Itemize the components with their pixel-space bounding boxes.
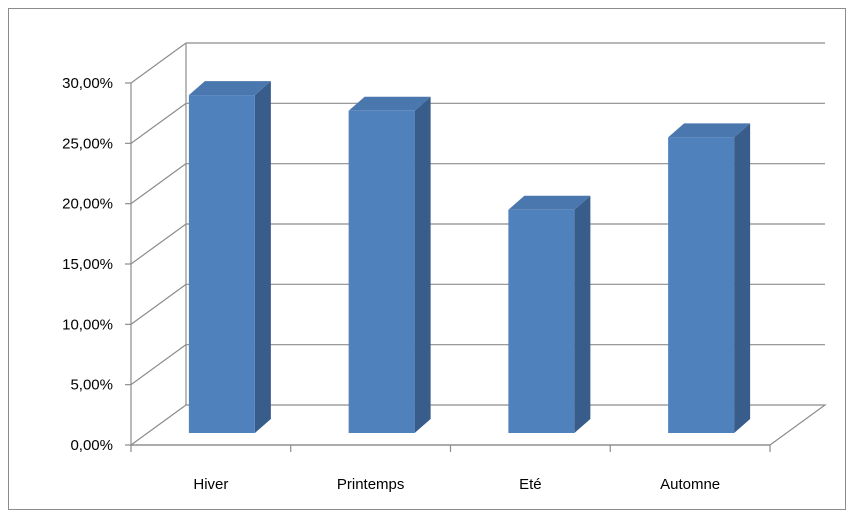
axes xyxy=(125,43,771,452)
y-axis-tick-labels: 0,00% 5,00% 10,00% 15,00% 20,00% 25,00% 30,00% xyxy=(62,75,113,454)
bar-top xyxy=(188,81,271,96)
bar-printemps xyxy=(348,96,431,433)
bar-hiver xyxy=(188,81,271,433)
y-tick-label: 5,00% xyxy=(70,377,113,394)
bar-side xyxy=(254,81,271,433)
bar-eté xyxy=(508,195,591,433)
bar-side xyxy=(734,123,751,433)
bar-automne xyxy=(668,123,751,434)
bar-front xyxy=(508,209,575,433)
gridline-diagonal xyxy=(130,163,187,205)
y-tick-label: 30,00% xyxy=(62,75,113,92)
gridline-diagonal xyxy=(130,223,187,265)
y-tick-label: 0,00% xyxy=(70,437,113,454)
x-tick-label: Printemps xyxy=(337,476,405,493)
y-tick-label: 15,00% xyxy=(62,256,113,273)
bars xyxy=(188,81,751,434)
bar-side xyxy=(414,96,431,433)
bar-front xyxy=(188,95,255,433)
gridline-diagonal xyxy=(130,42,187,84)
y-tick-label: 20,00% xyxy=(62,196,113,213)
bar-top xyxy=(668,123,751,138)
y-tick-label: 25,00% xyxy=(62,135,113,152)
gridline-diagonal xyxy=(130,283,187,325)
bar-front xyxy=(668,137,735,434)
gridline-diagonal xyxy=(130,344,187,386)
x-tick-label: Hiver xyxy=(193,476,228,493)
x-tick-label: Automne xyxy=(660,476,720,493)
x-axis-tick-labels: Hiver Printemps Eté Automne xyxy=(193,476,720,493)
bar-top xyxy=(348,96,431,111)
bar-side xyxy=(574,195,591,433)
bar-front xyxy=(348,110,415,433)
bar-top xyxy=(508,195,591,210)
y-tick-label: 10,00% xyxy=(62,316,113,333)
gridline-diagonal xyxy=(130,102,187,144)
x-tick-label: Eté xyxy=(519,476,542,493)
